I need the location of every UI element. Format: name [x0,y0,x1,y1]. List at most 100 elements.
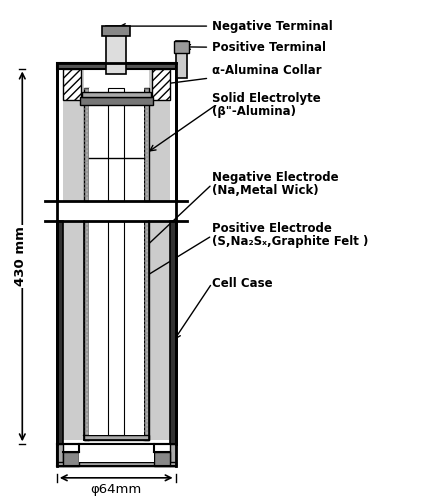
Bar [84,236,88,238]
Bar [152,68,170,100]
Bar [108,88,124,201]
Bar [144,391,149,393]
Bar [84,359,88,361]
Bar [144,256,149,258]
Bar [144,236,149,238]
Bar [144,426,149,428]
Bar [84,268,88,270]
Bar [144,160,149,162]
Bar [144,120,149,122]
Bar [84,300,88,302]
Bar [57,68,176,201]
Bar [144,304,149,306]
Bar [144,221,149,440]
Bar [84,280,88,282]
Bar [84,276,88,278]
Bar [84,414,88,416]
Bar [84,92,88,94]
Bar [144,132,149,134]
Bar [149,221,170,440]
Bar [84,418,88,420]
Bar [144,414,149,416]
Bar [84,371,88,373]
Bar [84,180,88,182]
Bar [102,26,130,36]
Bar [144,264,149,266]
Bar [84,308,88,310]
Bar [173,41,189,53]
Bar [84,383,88,385]
Bar [84,148,88,150]
Bar [144,324,149,326]
Bar [84,221,88,440]
Text: φ64mm: φ64mm [91,483,142,496]
Bar [84,332,88,334]
Bar [154,452,170,466]
Bar [144,180,149,182]
Text: (Na,Metal Wick): (Na,Metal Wick) [212,184,319,196]
Bar [84,144,88,146]
Bar [84,100,88,102]
Bar [144,367,149,369]
Bar [144,252,149,254]
Text: Positive Terminal: Positive Terminal [186,42,326,54]
Bar [144,140,149,142]
Bar [57,62,176,68]
Bar [84,88,88,90]
Bar [84,168,88,170]
Bar [144,312,149,314]
Bar [84,176,88,178]
Bar [144,228,149,230]
Bar [84,296,88,298]
Bar [84,284,88,286]
Bar [144,232,149,234]
Bar [84,395,88,397]
Bar [84,344,88,345]
Bar [144,406,149,408]
Text: Negative Terminal: Negative Terminal [120,20,333,32]
Bar [57,221,63,444]
Bar [84,164,88,166]
Bar [144,191,149,193]
Bar [144,88,149,90]
Bar [84,132,88,134]
Bar [144,395,149,397]
Bar [84,352,88,354]
Bar [84,304,88,306]
Bar [84,128,88,130]
Bar [84,264,88,266]
Bar [144,316,149,318]
Bar [84,363,88,365]
Bar [63,68,84,201]
Bar [84,272,88,274]
Bar [84,312,88,314]
Bar [84,116,88,118]
Bar [144,260,149,262]
Bar [84,184,88,185]
Bar [57,444,63,466]
Bar [84,88,88,201]
Bar [84,391,88,393]
Bar [84,228,88,230]
Bar [144,410,149,412]
Bar [84,112,88,114]
Bar [144,352,149,354]
Bar [144,332,149,334]
Bar [57,221,176,444]
Bar [63,68,81,100]
Bar [144,96,149,98]
Bar [144,268,149,270]
Bar [84,406,88,408]
Bar [84,152,88,154]
Bar [84,260,88,262]
Bar [144,136,149,138]
Bar [108,221,124,436]
Text: Negative Electrode: Negative Electrode [212,171,339,184]
Bar [84,244,88,246]
Bar [144,225,149,227]
Text: Positive Electrode: Positive Electrode [212,222,332,235]
Bar [84,248,88,250]
Bar [144,248,149,250]
Bar [84,104,88,106]
Bar [81,92,151,98]
